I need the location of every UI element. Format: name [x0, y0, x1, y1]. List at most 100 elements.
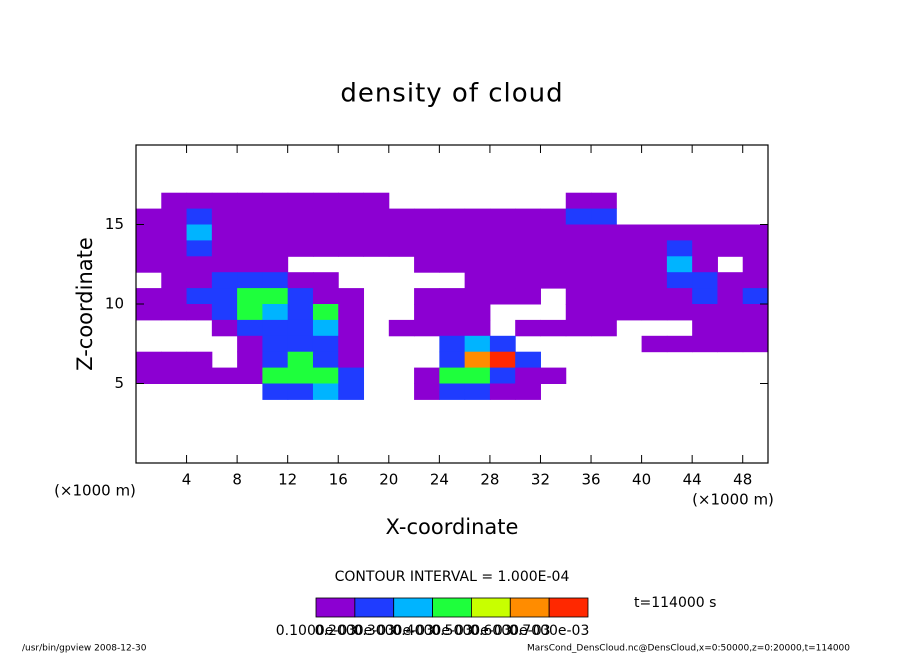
contour-cell	[262, 367, 289, 384]
contour-cell	[237, 319, 263, 337]
contour-cell	[591, 272, 617, 289]
contour-cell	[464, 224, 491, 241]
contour-cell	[515, 319, 541, 337]
contour-cell	[439, 288, 466, 305]
y-axis-title: Z-coordinate	[73, 237, 97, 371]
contour-cell	[211, 288, 238, 305]
contour-cell	[262, 272, 289, 289]
contour-cell	[591, 256, 617, 273]
contour-cell	[388, 319, 415, 337]
contour-cell	[565, 272, 592, 289]
contour-cell	[515, 288, 541, 305]
contour-cell	[742, 304, 769, 321]
x-tick-label: 16	[329, 471, 348, 489]
contour-cell	[439, 319, 466, 337]
contour-cell	[641, 335, 668, 353]
contour-cell	[136, 351, 162, 369]
contour-cell	[692, 272, 718, 289]
colorbar-label: 0.2000e-03	[315, 623, 395, 639]
contour-cell	[136, 304, 162, 321]
contour-cell	[692, 240, 718, 257]
contour-cell	[439, 383, 466, 400]
contour-cell	[136, 288, 162, 305]
contour-cell	[262, 383, 289, 400]
contour-cell	[565, 319, 592, 337]
contour-cell	[186, 304, 213, 321]
contour-cell	[414, 383, 440, 400]
contour-cell	[186, 351, 213, 369]
contour-cell	[717, 288, 744, 305]
contour-cell	[211, 256, 238, 273]
contour-cell	[591, 319, 617, 337]
contour-cell	[287, 208, 314, 225]
contour-cell	[312, 224, 339, 241]
contour-cell	[312, 192, 339, 210]
colorbar-label: 0.1000e-03	[276, 623, 356, 639]
contour-cell	[515, 367, 541, 384]
contour-cell	[464, 208, 491, 225]
chart-title: density of cloud	[340, 79, 563, 109]
colorbar-box	[471, 597, 511, 618]
contour-cell	[338, 335, 365, 353]
time-label: t=114000 s	[634, 595, 716, 611]
contour-cell	[287, 224, 314, 241]
contour-cell	[161, 240, 188, 257]
contour-cell	[742, 288, 769, 305]
contour-cell	[666, 224, 693, 241]
contour-cell	[717, 304, 744, 321]
contour-cell	[262, 288, 289, 305]
contour-cell	[489, 367, 516, 384]
contour-cell	[565, 240, 592, 257]
contour-cell	[591, 192, 617, 210]
contour-cell	[262, 192, 289, 210]
contour-cell	[666, 288, 693, 305]
contour-cell	[717, 272, 744, 289]
contour-cell	[211, 192, 238, 210]
contour-cell	[540, 208, 567, 225]
contour-cell	[540, 319, 567, 337]
colorbar-label: 0.7000e-03	[509, 623, 589, 639]
contour-cell	[338, 192, 365, 210]
contour-cell	[312, 319, 339, 337]
contour-cell	[414, 256, 440, 273]
colorbar-box	[393, 597, 433, 618]
contour-cell	[489, 224, 516, 241]
contour-cell	[363, 224, 390, 241]
contour-cell	[540, 240, 567, 257]
contour-cell	[312, 288, 339, 305]
contour-cell	[641, 240, 668, 257]
contour-cell	[565, 256, 592, 273]
contour-cell	[287, 335, 314, 353]
contour-cell	[287, 240, 314, 257]
contour-cell	[414, 240, 440, 257]
contour-cell	[591, 304, 617, 321]
contour-cell	[262, 224, 289, 241]
x-tick-label: 24	[430, 471, 449, 489]
contour-cell	[717, 319, 744, 337]
contour-cell	[515, 240, 541, 257]
contour-cell	[161, 351, 188, 369]
contour-cell	[666, 304, 693, 321]
contour-cell	[136, 367, 162, 384]
contour-cell	[489, 288, 516, 305]
contour-cell	[641, 224, 668, 241]
contour-cell	[161, 272, 188, 289]
contour-cell	[186, 192, 213, 210]
contour-cell	[414, 304, 440, 321]
contour-cell	[692, 304, 718, 321]
contour-cell	[161, 224, 188, 241]
contour-cell	[666, 240, 693, 257]
contour-cell	[161, 304, 188, 321]
colorbar-box	[509, 597, 550, 618]
contour-cell	[489, 256, 516, 273]
contour-cell	[565, 224, 592, 241]
x-unit: (×1000 m)	[692, 491, 774, 509]
contour-cell	[338, 304, 365, 321]
contour-cell	[136, 256, 162, 273]
contour-cell	[742, 319, 769, 337]
contour-cell	[742, 240, 769, 257]
contour-cell	[742, 272, 769, 289]
contour-cell	[464, 256, 491, 273]
contour-cell	[489, 383, 516, 400]
contour-cell	[540, 256, 567, 273]
